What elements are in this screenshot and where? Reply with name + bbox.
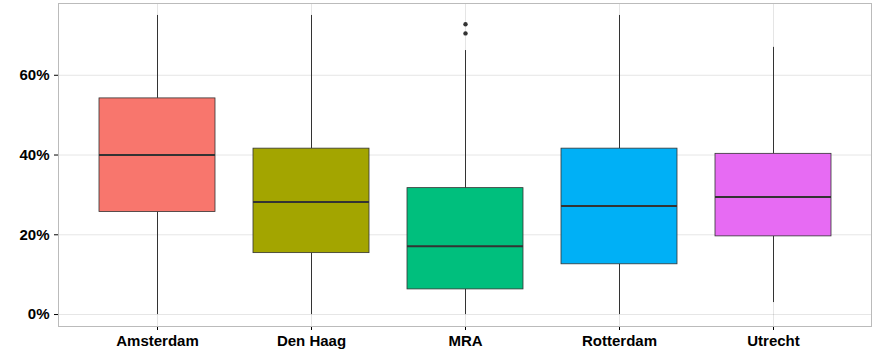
svg-text:0%: 0% xyxy=(28,305,50,322)
svg-text:Utrecht: Utrecht xyxy=(747,332,800,349)
svg-text:MRA: MRA xyxy=(448,332,482,349)
svg-text:40%: 40% xyxy=(19,146,49,163)
svg-text:Den Haag: Den Haag xyxy=(277,332,346,349)
svg-text:60%: 60% xyxy=(19,66,49,83)
svg-text:Rotterdam: Rotterdam xyxy=(582,332,657,349)
svg-text:20%: 20% xyxy=(19,226,49,243)
svg-text:Amsterdam: Amsterdam xyxy=(116,332,199,349)
